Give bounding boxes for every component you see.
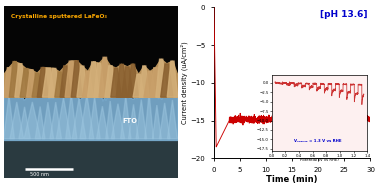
Polygon shape xyxy=(4,90,178,140)
Polygon shape xyxy=(4,57,178,97)
Polygon shape xyxy=(145,93,153,139)
Polygon shape xyxy=(77,66,88,97)
Polygon shape xyxy=(152,105,161,139)
Polygon shape xyxy=(112,104,125,139)
Polygon shape xyxy=(10,102,23,139)
Polygon shape xyxy=(161,64,173,97)
Polygon shape xyxy=(71,61,82,97)
Polygon shape xyxy=(66,93,77,139)
Polygon shape xyxy=(26,70,37,97)
Polygon shape xyxy=(50,102,62,139)
Polygon shape xyxy=(42,102,54,139)
X-axis label: Time (min): Time (min) xyxy=(266,175,318,184)
Polygon shape xyxy=(111,68,121,97)
Polygon shape xyxy=(105,66,116,97)
Polygon shape xyxy=(88,62,99,97)
Polygon shape xyxy=(99,57,110,97)
Polygon shape xyxy=(167,61,178,97)
Polygon shape xyxy=(9,62,20,97)
Polygon shape xyxy=(129,104,139,139)
Polygon shape xyxy=(96,106,108,139)
Text: [pH 13.6]: [pH 13.6] xyxy=(320,10,367,19)
Polygon shape xyxy=(89,96,100,139)
Polygon shape xyxy=(116,64,127,97)
Text: FTO: FTO xyxy=(122,118,137,124)
Polygon shape xyxy=(156,59,167,97)
Bar xyxy=(4,140,178,178)
Polygon shape xyxy=(106,101,115,139)
Polygon shape xyxy=(60,66,71,97)
Polygon shape xyxy=(35,107,45,139)
Polygon shape xyxy=(121,96,131,139)
Polygon shape xyxy=(144,72,156,97)
Polygon shape xyxy=(65,61,77,97)
Polygon shape xyxy=(72,98,86,139)
Polygon shape xyxy=(55,72,65,97)
Polygon shape xyxy=(122,67,133,97)
Polygon shape xyxy=(94,63,105,97)
Polygon shape xyxy=(80,95,94,139)
Polygon shape xyxy=(127,64,138,97)
Polygon shape xyxy=(42,68,54,97)
Polygon shape xyxy=(20,69,32,97)
Polygon shape xyxy=(19,107,30,139)
Text: 500 nm: 500 nm xyxy=(30,172,49,177)
Polygon shape xyxy=(48,68,60,97)
Polygon shape xyxy=(3,68,14,97)
Polygon shape xyxy=(139,66,149,97)
Polygon shape xyxy=(56,98,71,139)
Polygon shape xyxy=(133,75,144,97)
Polygon shape xyxy=(82,72,93,97)
Polygon shape xyxy=(136,100,147,139)
Polygon shape xyxy=(24,102,40,139)
Text: Crystalline sputtered LaFeO₃: Crystalline sputtered LaFeO₃ xyxy=(11,14,107,19)
Polygon shape xyxy=(167,100,177,139)
Polygon shape xyxy=(4,96,14,139)
Polygon shape xyxy=(37,68,48,97)
Polygon shape xyxy=(150,68,161,97)
Polygon shape xyxy=(32,73,42,97)
Y-axis label: Current density (uA/cm²): Current density (uA/cm²) xyxy=(180,41,187,124)
Polygon shape xyxy=(15,64,26,97)
Polygon shape xyxy=(160,103,170,139)
